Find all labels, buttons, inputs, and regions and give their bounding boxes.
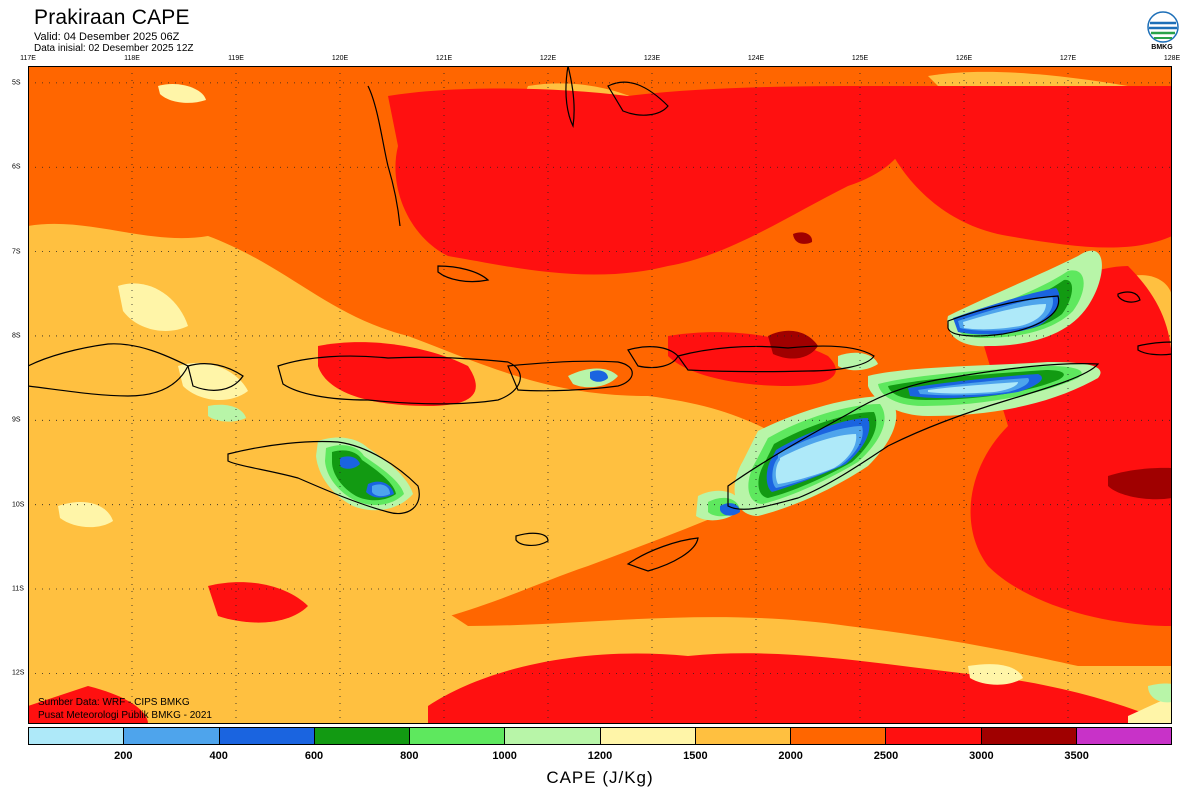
colorbar-tick-label: 1200 [587, 750, 613, 762]
colorbar-tick-label: 2000 [778, 750, 803, 762]
latitude-label: 7S [12, 248, 21, 256]
cape-map [28, 66, 1172, 724]
latitude-label: 6S [12, 163, 21, 171]
bmkg-logo-icon [1147, 11, 1179, 43]
longitude-label: 126E [955, 55, 973, 62]
colorbar-tick-label: 3500 [1064, 750, 1089, 762]
colorbar-tick-label: 200 [114, 750, 133, 762]
colorbar-tick-label: 1500 [683, 750, 708, 762]
colorbar-tick-label: 800 [400, 750, 419, 762]
coastlines [28, 66, 1172, 572]
colorbar-swatch [29, 728, 125, 744]
colorbar-swatch [124, 728, 220, 744]
longitude-label: 128E [1163, 55, 1181, 62]
colorbar-swatch [219, 728, 315, 744]
cape-zone-0-200 [775, 304, 1046, 484]
latitude-label: 11S [12, 585, 24, 593]
longitude-label: 118E [124, 55, 140, 62]
colorbar-swatch [1076, 728, 1171, 744]
colorbar-swatch [410, 728, 506, 744]
longitude-label: 121E [435, 55, 453, 62]
colorbar-swatch [505, 728, 601, 744]
page-title: Prakiraan CAPE [34, 6, 190, 29]
longitude-label: 120E [331, 55, 349, 62]
longitude-label: 125E [851, 55, 869, 62]
colorbar-title: CAPE (J/Kg) [546, 768, 654, 787]
colorbar-swatch [600, 728, 696, 744]
graticule [28, 66, 1172, 724]
latitude-label: 5S [12, 79, 21, 87]
credit-center: Pusat Meteorologi Publik BMKG - 2021 [38, 710, 212, 721]
latitude-label: 10S [12, 501, 25, 509]
latitude-label: 9S [12, 416, 21, 424]
latitude-label: 12S [12, 669, 25, 677]
cape-zone-1200-1500 [58, 83, 1172, 724]
colorbar-tick-label: 600 [304, 750, 324, 762]
logo-text: BMKG [1151, 44, 1173, 51]
longitude-label: 119E [228, 55, 244, 62]
longitude-label: 117E [20, 55, 36, 62]
colorbar-swatch [695, 728, 791, 744]
longitude-label: 127E [1059, 55, 1077, 62]
data-source: Sumber Data: WRF - CIPS BMKG [38, 697, 190, 708]
longitude-label: 124E [747, 55, 765, 62]
init-time: Data inisial: 02 Desember 2025 12Z [34, 43, 194, 54]
colorbar-swatch [314, 728, 410, 744]
longitude-label: 123E [643, 55, 661, 62]
colorbar-tick-label: 1000 [492, 750, 517, 762]
colorbar-swatch [886, 728, 982, 744]
longitude-label: 122E [539, 55, 557, 62]
colorbar [28, 727, 1172, 745]
valid-time: Valid: 04 Desember 2025 06Z [34, 31, 180, 43]
colorbar-swatch [791, 728, 887, 744]
latitude-label: 8S [12, 332, 21, 340]
colorbar-tick-label: 400 [209, 750, 228, 762]
colorbar-tick-label: 3000 [969, 750, 994, 762]
colorbar-swatch [981, 728, 1077, 744]
colorbar-tick-label: 2500 [873, 750, 899, 762]
cape-zone-3000-3500 [768, 232, 1172, 500]
